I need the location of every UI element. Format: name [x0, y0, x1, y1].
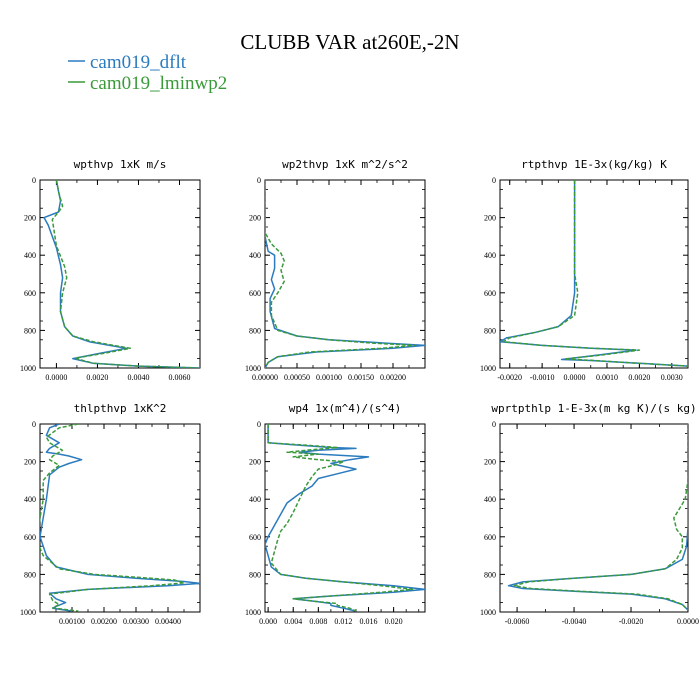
- y-tick-label: 800: [249, 570, 261, 579]
- plot-frame: [39, 179, 201, 369]
- y-tick-label: 1000: [20, 364, 36, 373]
- panel-3: rtpthvp 1E-3x(kg/kg) K02004006008001000-…: [480, 158, 689, 382]
- y-tick-label: 600: [484, 289, 496, 298]
- series-line-cam019_lminwp2: [40, 424, 185, 612]
- x-tick-label: 0.00100: [316, 373, 342, 382]
- series-line-cam019_lminwp2: [51, 180, 200, 368]
- series-line-cam019_dflt: [43, 180, 200, 368]
- y-tick-label: 0: [32, 176, 36, 185]
- y-tick-label: 200: [484, 214, 496, 223]
- x-tick-label: 0.0020: [86, 373, 108, 382]
- panel-title: wprtpthlp 1-E-3x(m kg K)/(s kg): [491, 402, 696, 415]
- panel-2: wp2thvp 1xK m^2/s^2020040060080010000.00…: [245, 158, 426, 382]
- panel-title: thlpthvp 1xK^2: [74, 402, 167, 415]
- y-tick-label: 800: [24, 570, 36, 579]
- x-tick-label: 0.004: [284, 617, 302, 626]
- legend-label-cam019_lminwp2: cam019_lminwp2: [90, 73, 227, 94]
- y-tick-label: 400: [249, 495, 261, 504]
- x-tick-label: -0.0020: [497, 373, 522, 382]
- y-tick-label: 400: [484, 251, 496, 260]
- y-tick-label: 800: [24, 326, 36, 335]
- y-tick-label: 600: [24, 289, 36, 298]
- x-tick-label: 0.00200: [91, 617, 117, 626]
- x-tick-label: -0.0010: [530, 373, 555, 382]
- y-tick-label: 0: [32, 420, 36, 429]
- series-line-cam019_dflt: [500, 180, 688, 367]
- x-tick-label: 0.0000: [564, 373, 586, 382]
- x-tick-label: -0.0060: [505, 617, 530, 626]
- plot-frame: [499, 179, 689, 369]
- x-tick-label: 0.0000: [45, 373, 67, 382]
- x-tick-label: 0.012: [334, 617, 352, 626]
- panel-title: rtpthvp 1E-3x(kg/kg) K: [521, 158, 667, 171]
- x-tick-label: 0.0030: [661, 373, 683, 382]
- legend: cam019_dflt cam019_lminwp2: [68, 52, 227, 94]
- y-tick-label: 200: [249, 458, 261, 467]
- plot-frame: [264, 423, 426, 613]
- panel-1: wpthvp 1xK m/s 0 200 400 600 800 1000 0.0000 0.0…: [20, 158, 201, 382]
- plot-frame: [499, 423, 689, 613]
- y-tick-label: 600: [24, 533, 36, 542]
- y-tick-label: 200: [24, 458, 36, 467]
- y-tick-label: 400: [249, 251, 261, 260]
- panel-4: thlpthvp 1xK^2 0 200 400 600 800 1000 0.00100 0.…: [20, 402, 201, 626]
- y-tick-label: 0: [257, 420, 261, 429]
- x-tick-label: 0.00400: [155, 617, 181, 626]
- panel-title: wp4 1x(m^4)/(s^4): [289, 402, 402, 415]
- x-tick-label: 0.00200: [380, 373, 406, 382]
- y-tick-label: 1000: [20, 608, 36, 617]
- series-line-cam019_lminwp2: [267, 424, 414, 612]
- x-tick-label: 0.00000: [252, 373, 278, 382]
- y-tick-label: 800: [484, 326, 496, 335]
- panel-title: wpthvp 1xK m/s: [74, 158, 167, 171]
- x-tick-label: 0.00100: [59, 617, 85, 626]
- legend-label-cam019_dflt: cam019_dflt: [90, 52, 187, 73]
- x-tick-label: 0.00050: [284, 373, 310, 382]
- y-tick-label: 200: [24, 214, 36, 223]
- figure-title: CLUBB VAR at260E,-2N: [240, 30, 459, 54]
- x-tick-label: 0.0000: [677, 617, 699, 626]
- x-tick-label: -0.0040: [562, 617, 587, 626]
- y-tick-label: 800: [484, 570, 496, 579]
- x-tick-label: 0.00150: [348, 373, 374, 382]
- y-tick-label: 1000: [245, 364, 261, 373]
- y-tick-label: 0: [257, 176, 261, 185]
- y-tick-label: 800: [249, 326, 261, 335]
- panel-title: wp2thvp 1xK m^2/s^2: [282, 158, 408, 171]
- y-tick-label: 400: [24, 495, 36, 504]
- x-tick-label: 0.0040: [127, 373, 149, 382]
- series-line-cam019_lminwp2: [513, 424, 688, 611]
- series-line-cam019_lminwp2: [265, 180, 417, 368]
- series-line-cam019_dflt: [507, 424, 688, 611]
- y-tick-label: 1000: [480, 364, 496, 373]
- y-tick-label: 400: [484, 495, 496, 504]
- x-tick-label: 0.016: [360, 617, 378, 626]
- x-tick-label: 0.0010: [596, 373, 618, 382]
- plot-frame: [264, 179, 426, 369]
- y-tick-label: 200: [484, 458, 496, 467]
- y-tick-label: 1000: [480, 608, 496, 617]
- series-line-cam019_lminwp2: [502, 180, 688, 367]
- y-tick-label: 400: [24, 251, 36, 260]
- series-line-cam019_dflt: [40, 424, 200, 612]
- series-line-cam019_dflt: [265, 180, 425, 368]
- y-tick-label: 600: [484, 533, 496, 542]
- y-tick-label: 600: [249, 289, 261, 298]
- x-tick-label: 0.020: [385, 617, 403, 626]
- x-tick-label: 0.000: [259, 617, 277, 626]
- panel-6: wprtpthlp 1-E-3x(m kg K)/(s kg) 0 200 400 60…: [480, 402, 699, 626]
- x-tick-label: -0.0020: [619, 617, 644, 626]
- x-tick-label: 0.008: [309, 617, 327, 626]
- x-tick-label: 0.00300: [123, 617, 149, 626]
- y-tick-label: 200: [249, 214, 261, 223]
- x-tick-label: 0.0020: [628, 373, 650, 382]
- y-tick-label: 600: [249, 533, 261, 542]
- x-tick-label: 0.0060: [168, 373, 190, 382]
- y-tick-label: 0: [492, 420, 496, 429]
- y-tick-label: 0: [492, 176, 496, 185]
- y-tick-label: 1000: [245, 608, 261, 617]
